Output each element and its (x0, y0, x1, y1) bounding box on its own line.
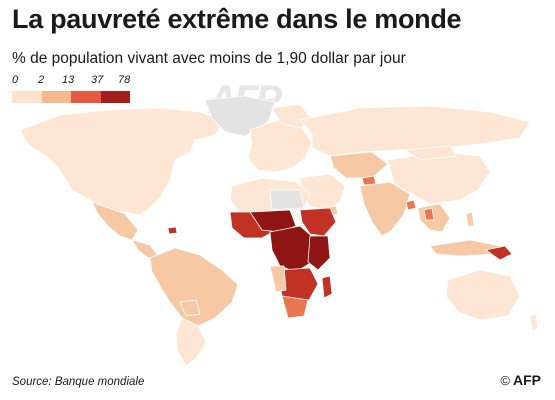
legend-swatch-1 (12, 91, 42, 103)
legend-label-0: 0 (12, 74, 19, 86)
region-south-america-north (149, 247, 239, 327)
legend-swatch-3 (71, 91, 101, 103)
region-russia (299, 105, 531, 157)
region-haiti (167, 226, 178, 235)
legend-swatch-4 (100, 91, 130, 103)
region-central-america (131, 239, 159, 259)
region-east-africa (307, 235, 331, 271)
region-madagascar (321, 275, 333, 299)
region-papua (485, 245, 513, 261)
legend-label-13: 13 (62, 74, 75, 86)
region-indonesia (429, 239, 501, 257)
region-south-america-south (175, 317, 207, 367)
afp-logo-text: AFP (513, 372, 541, 388)
map-subtitle: % de population vivant avec moins de 1,9… (12, 50, 406, 67)
region-central-asia (329, 151, 389, 179)
region-south-africa (281, 295, 309, 319)
world-map (19, 95, 539, 367)
region-bangladesh (405, 199, 417, 211)
region-bolivia (179, 299, 201, 317)
region-philippines (465, 211, 475, 227)
region-laos (423, 207, 435, 221)
region-australia (445, 269, 521, 321)
legend-label-78: 78 (118, 74, 131, 86)
legend-label-2: 2 (38, 74, 45, 86)
region-south-asia (359, 181, 411, 237)
copyright-symbol: © (500, 372, 510, 388)
region-new-zealand (529, 313, 539, 331)
legend-swatch-2 (41, 91, 71, 103)
source-note: Source: Banque mondiale (12, 376, 145, 388)
region-central-africa (269, 225, 317, 273)
region-tajikistan (361, 175, 377, 186)
region-mexico (91, 201, 139, 241)
region-angola-namibia (269, 265, 287, 293)
region-china (387, 151, 491, 205)
map-title: La pauvreté extrême dans le monde (12, 4, 462, 34)
color-legend: 0 2 13 37 78 (12, 74, 130, 103)
region-mongolia (403, 145, 457, 161)
region-north-america (19, 107, 226, 216)
region-sahara-nodata (269, 189, 305, 211)
legend-label-37: 37 (91, 74, 104, 86)
afp-credit: © AFP (500, 372, 541, 388)
legend-color-bar (12, 91, 130, 103)
region-europe (247, 119, 313, 173)
legend-labels: 0 2 13 37 78 (12, 74, 130, 88)
